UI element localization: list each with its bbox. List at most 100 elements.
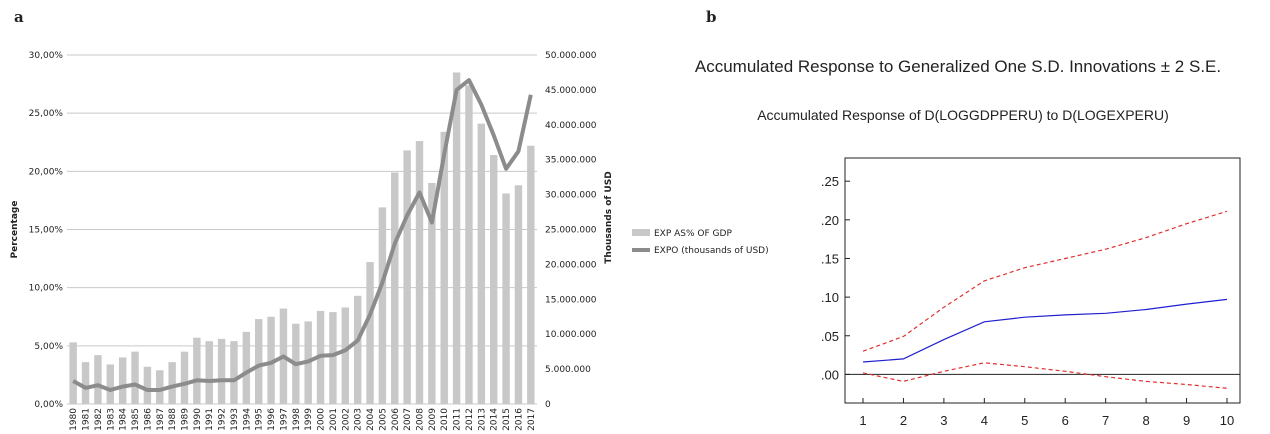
legend: EXP AS% OF GDP EXPO (thousands of USD) [632, 229, 769, 256]
x-tick-label: 4 [981, 413, 988, 428]
bar [453, 72, 460, 404]
bar [156, 370, 163, 404]
x-tick-label: 7 [1102, 413, 1109, 428]
x-tick-label: 2017 [527, 408, 537, 431]
bar [107, 364, 114, 404]
x-tick-label: 2000 [317, 408, 327, 431]
x-tick-label: 1985 [131, 408, 141, 431]
x-tick-label: 1993 [230, 408, 240, 431]
panel-label-a: a [14, 8, 24, 26]
x-tick-label: 1996 [267, 408, 277, 431]
bar [181, 352, 188, 404]
y-right-tick-label: 10.000.000 [545, 330, 597, 340]
x-tick-label: 2010 [440, 408, 450, 431]
y-left-tick-label: 5,00% [34, 342, 63, 352]
panel-label-b: b [706, 8, 717, 26]
bar [144, 367, 151, 404]
y-left-tick-label: 20,00% [29, 167, 64, 177]
chart-title: Accumulated Response to Generalized One … [695, 57, 1221, 76]
y-right-tick-label: 0 [545, 400, 551, 410]
x-tick-label: 2005 [378, 408, 388, 431]
x-tick-label: 2015 [502, 408, 512, 431]
x-tick-label: 1991 [205, 408, 215, 431]
x-tick-label: 1988 [168, 408, 178, 431]
y-right-tick-label: 5.000.000 [545, 365, 591, 375]
bar [230, 341, 237, 404]
impulse-response-chart: Accumulated Response to Generalized One … [695, 57, 1240, 428]
x-tick-label: 1994 [242, 408, 252, 431]
x-tick-label: 2002 [341, 408, 351, 431]
y-right-tick-label: 35.000.000 [545, 156, 597, 166]
bar [403, 150, 410, 404]
y-tick-labels: .25.20.15.10.05.00 [821, 174, 850, 382]
x-tick-label: 2001 [329, 408, 339, 431]
x-tick-label: 1 [859, 413, 866, 428]
y-tick-label: .15 [821, 251, 839, 266]
y-left-tick-labels: 0,00% 5,00% 10,00% 15,00% 20,00% 25,00% 30,00% [29, 51, 64, 410]
x-tick-label: 1980 [69, 408, 79, 431]
line-expo-thousands-usd [73, 80, 531, 390]
y-right-axis-title: Thousands of USD [604, 171, 614, 263]
bar [119, 357, 126, 404]
bar [391, 172, 398, 404]
bar [416, 141, 423, 404]
y-left-tick-label: 15,00% [29, 226, 64, 236]
y-left-axis-title: Percentage [10, 201, 20, 259]
line-response [863, 299, 1227, 362]
y-left-tick-label: 10,00% [29, 284, 64, 294]
x-tick-label: 2007 [403, 408, 413, 431]
y-right-tick-labels: 0 5.000.000 10.000.000 15.000.000 20.000.000… [545, 51, 597, 410]
bars-exp-pct-gdp [69, 72, 534, 404]
bar [168, 362, 175, 404]
bar [490, 155, 497, 404]
x-tick-label: 1983 [106, 408, 116, 431]
x-tick-label: 2013 [477, 408, 487, 431]
y-right-tick-label: 20.000.000 [545, 260, 597, 270]
y-tick-label: .00 [821, 367, 839, 382]
bar [354, 296, 361, 404]
x-tick-label: 2016 [514, 408, 524, 431]
y-left-tick-label: 25,00% [29, 109, 64, 119]
bar [94, 355, 101, 404]
bar [193, 338, 200, 404]
bar [527, 146, 534, 404]
x-tick-label: 9 [1183, 413, 1190, 428]
x-tick-label: 5 [1021, 413, 1028, 428]
x-tick-label: 1989 [181, 408, 191, 431]
x-tick-label: 1999 [304, 408, 314, 431]
x-tick-label: 2008 [416, 408, 426, 431]
bar [502, 193, 509, 404]
y-right-tick-label: 15.000.000 [545, 295, 597, 305]
x-tick-label: 1987 [156, 408, 166, 431]
y-tick-label: .25 [821, 174, 839, 189]
x-tick-label: 2004 [366, 408, 376, 431]
x-tick-label: 2 [900, 413, 907, 428]
x-tick-label: 1982 [94, 408, 104, 431]
x-tick-label: 2003 [354, 408, 364, 431]
x-tick-label: 2011 [453, 408, 463, 431]
y-right-tick-label: 50.000.000 [545, 51, 597, 61]
y-left-tick-label: 0,00% [34, 400, 63, 410]
x-tick-label: 1986 [143, 408, 153, 431]
chart-subtitle: Accumulated Response of D(LOGGDPPERU) to… [757, 107, 1169, 123]
bar [329, 312, 336, 404]
bar [478, 124, 485, 404]
x-tick-label: 1990 [193, 408, 203, 431]
bar [515, 185, 522, 404]
y-tick-label: .20 [821, 213, 839, 228]
response-lines [863, 211, 1227, 388]
legend-label-bar: EXP AS% OF GDP [654, 229, 732, 239]
x-tick-label: 10 [1220, 413, 1234, 428]
bar [69, 342, 76, 404]
y-tick-label: .05 [821, 329, 839, 344]
x-tick-label: 1998 [292, 408, 302, 431]
y-right-tick-label: 45.000.000 [545, 86, 597, 96]
x-tick-label: 1995 [255, 408, 265, 431]
bar [379, 207, 386, 404]
legend-label-line: EXPO (thousands of USD) [654, 246, 769, 256]
bar [218, 339, 225, 404]
export-bar-line-chart: 0,00% 5,00% 10,00% 15,00% 20,00% 25,00% 30,00%… [10, 51, 769, 431]
x-tick-label: 2014 [490, 408, 500, 431]
x-tick-label: 1997 [279, 408, 289, 431]
